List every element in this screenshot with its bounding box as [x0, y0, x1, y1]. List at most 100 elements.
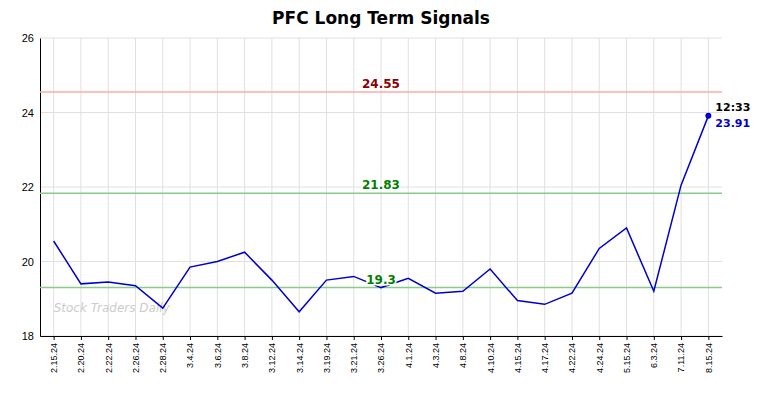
- grid-line: [490, 38, 491, 336]
- x-tick-mark: [326, 336, 327, 340]
- grid-line: [299, 38, 300, 336]
- x-tick-mark: [408, 336, 409, 340]
- grid-line: [53, 38, 54, 336]
- grid-line: [326, 38, 327, 336]
- grid-line: [517, 38, 518, 336]
- x-tick-label: 4.24.24: [595, 343, 605, 373]
- x-tick-mark: [299, 336, 300, 340]
- x-tick-label: 8.15.24: [704, 343, 714, 373]
- x-tick: 4.1.24: [404, 336, 414, 368]
- x-tick-mark: [627, 336, 628, 340]
- x-tick-label: 4.15.24: [513, 343, 523, 373]
- labels: 24.5521.8319.312:3323.91: [362, 77, 750, 287]
- x-tick-label: 3.8.24: [240, 343, 250, 368]
- grid-line: [135, 38, 136, 336]
- y-tick: 24: [22, 107, 40, 119]
- reference-label: 19.3: [366, 273, 396, 287]
- x-tick-label: 2.15.24: [49, 343, 59, 373]
- y-axis-line: [40, 39, 41, 337]
- x-tick-label: 2.26.24: [131, 343, 141, 373]
- x-tick: 2.22.24: [104, 336, 114, 373]
- x-tick: 4.24.24: [595, 336, 605, 373]
- y-tick-label: 26: [22, 32, 34, 44]
- x-tick-label: 2.20.24: [76, 343, 86, 373]
- x-tick: 6.3.24: [649, 336, 659, 368]
- x-tick: 3.19.24: [322, 336, 332, 373]
- x-tick: 3.12.24: [267, 336, 277, 373]
- x-tick-mark: [190, 336, 191, 340]
- grid-line: [244, 38, 245, 336]
- y-axis: 18 20 22 24 26: [22, 32, 41, 342]
- grid-line: [408, 38, 409, 336]
- y-tick: 18: [22, 330, 40, 342]
- grid-line: [190, 38, 191, 336]
- x-tick: 4.10.24: [486, 336, 496, 373]
- x-tick-label: 3.12.24: [267, 343, 277, 373]
- x-tick-mark: [708, 336, 709, 340]
- x-tick-label: 4.8.24: [458, 343, 468, 368]
- x-tick-label: 3.21.24: [349, 343, 359, 373]
- x-tick-mark: [436, 336, 437, 340]
- x-tick-label: 3.14.24: [295, 343, 305, 373]
- x-tick-label: 4.17.24: [540, 343, 550, 373]
- x-tick: 2.20.24: [76, 336, 86, 373]
- grid-line: [544, 38, 545, 336]
- y-tick-label: 18: [22, 330, 34, 342]
- x-tick: 8.15.24: [704, 336, 714, 373]
- x-tick-label: 4.3.24: [431, 343, 441, 368]
- x-tick-mark: [681, 336, 682, 340]
- x-tick-mark: [545, 336, 546, 340]
- y-tick-label: 20: [22, 256, 34, 268]
- title: PFC Long Term Signals: [272, 8, 490, 28]
- x-tick: 4.22.24: [567, 336, 577, 373]
- x-tick-label: 3.26.24: [376, 343, 386, 373]
- x-tick: 4.3.24: [431, 336, 441, 368]
- line: [54, 116, 709, 312]
- x-tick: 4.17.24: [540, 336, 550, 373]
- x-tick-label: 6.3.24: [649, 343, 659, 368]
- x-tick: 3.6.24: [213, 336, 223, 368]
- grid-line: [708, 38, 709, 336]
- x-tick-label: 5.15.24: [622, 343, 632, 373]
- grid-line: [435, 38, 436, 336]
- y-tick: 22: [22, 181, 40, 193]
- x-tick-mark: [572, 336, 573, 340]
- x-tick-mark: [463, 336, 464, 340]
- x-tick-mark: [108, 336, 109, 340]
- grid-line: [626, 38, 627, 336]
- x-tick-mark: [54, 336, 55, 340]
- x-tick-label: 7.11.24: [676, 343, 686, 372]
- y-tick-label: 24: [22, 107, 34, 119]
- x-tick-mark: [163, 336, 164, 340]
- reference-label: 21.83: [362, 178, 400, 192]
- grid-line: [217, 38, 218, 336]
- x-tick-label: 4.1.24: [404, 343, 414, 368]
- x-tick-label: 2.22.24: [104, 343, 114, 373]
- x-tick: 3.21.24: [349, 336, 359, 373]
- marks: [40, 92, 722, 312]
- annotation: 12:33: [715, 101, 750, 114]
- x-tick: 2.26.24: [131, 336, 141, 373]
- grid-line: [271, 38, 272, 336]
- grid-line: [108, 38, 109, 336]
- x-tick: 2.28.24: [158, 336, 168, 373]
- chart: 18202224262.15.242.20.242.22.242.26.242.…: [0, 0, 784, 398]
- x-tick: 3.4.24: [185, 336, 195, 368]
- x-tick-mark: [654, 336, 655, 340]
- x-tick-mark: [245, 336, 246, 340]
- x-tick-mark: [135, 336, 136, 340]
- x-tick-mark: [381, 336, 382, 340]
- x-tick-mark: [354, 336, 355, 340]
- reference-label: 24.55: [362, 77, 400, 91]
- x-tick: 4.15.24: [513, 336, 523, 373]
- x-tick: 2.15.24: [49, 336, 59, 373]
- grid-line: [162, 38, 163, 336]
- x-tick: 3.26.24: [376, 336, 386, 373]
- reference-line: [40, 91, 722, 93]
- x-tick: 4.8.24: [458, 336, 468, 368]
- x-tick-mark: [517, 336, 518, 340]
- last-point: [705, 113, 711, 119]
- x-axis: 2.15.24 2.20.24 2.22.24 2.26.24 2.28.24 3.4.2…: [41, 336, 723, 373]
- x-tick-label: 3.6.24: [213, 343, 223, 368]
- reference-line: [40, 193, 722, 195]
